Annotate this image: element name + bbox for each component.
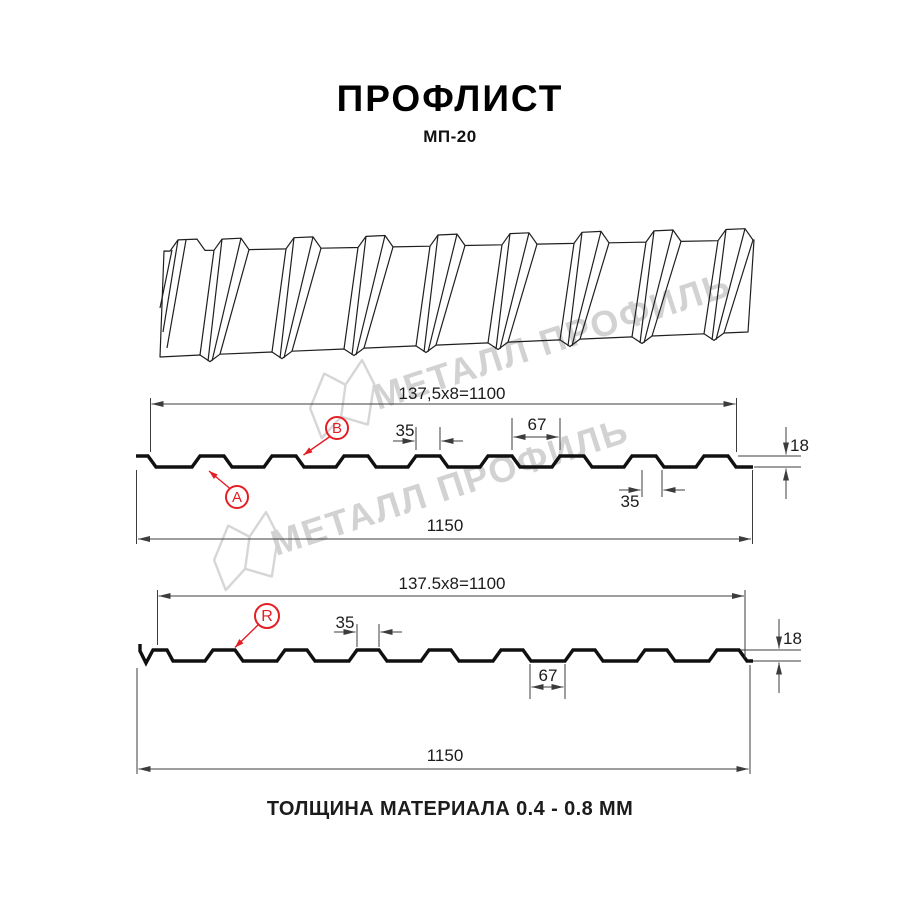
- dim-top-width-r: 137.5x8=1100: [399, 574, 506, 593]
- sheet-rib-lines: [159, 228, 754, 362]
- dim-height-a: 18: [790, 436, 809, 455]
- profile-3d-drawing: [159, 228, 755, 363]
- dim-crest-r: 35: [336, 613, 355, 632]
- dim-valley-bottom-a: 35: [621, 492, 640, 511]
- callout-b-circle: [325, 416, 349, 440]
- profile-a-outline: [136, 454, 753, 469]
- watermark-text-middle: МЕТАЛЛ ПРОФИЛЬ: [266, 409, 634, 564]
- dim-overall-a: 1150: [427, 516, 464, 535]
- thickness-note: ТОЛЩИНА МАТЕРИАЛА 0.4 - 0.8 ММ: [266, 798, 634, 820]
- profile-r-outline: [138, 644, 753, 667]
- section-r-drawing: 137.5x8=1100 35 67 18 1150 R: [136, 574, 802, 774]
- product-code: МП-20: [423, 127, 477, 146]
- callout-a-label: A: [232, 489, 242, 506]
- watermark-logo-top: [308, 358, 376, 440]
- page-title: ПРОФЛИСТ: [336, 78, 564, 119]
- dim-valley-top-a: 67: [528, 415, 547, 434]
- section-a-drawing: 137,5x8=1100 35 67 35 18 1150 A B: [136, 384, 809, 544]
- dim-height-r: 18: [783, 629, 802, 648]
- dim-valley-bottom-r: 67: [539, 666, 558, 685]
- callout-b-label: B: [332, 420, 342, 437]
- watermark-logo-middle: [212, 510, 280, 592]
- callout-r-label: R: [261, 608, 273, 625]
- dim-overall-r: 1150: [427, 746, 464, 765]
- callout-r-circle: [254, 603, 280, 629]
- dim-crest-a: 35: [396, 421, 415, 440]
- callout-a-circle: [225, 485, 249, 509]
- dim-top-width-a: 137,5x8=1100: [399, 384, 506, 403]
